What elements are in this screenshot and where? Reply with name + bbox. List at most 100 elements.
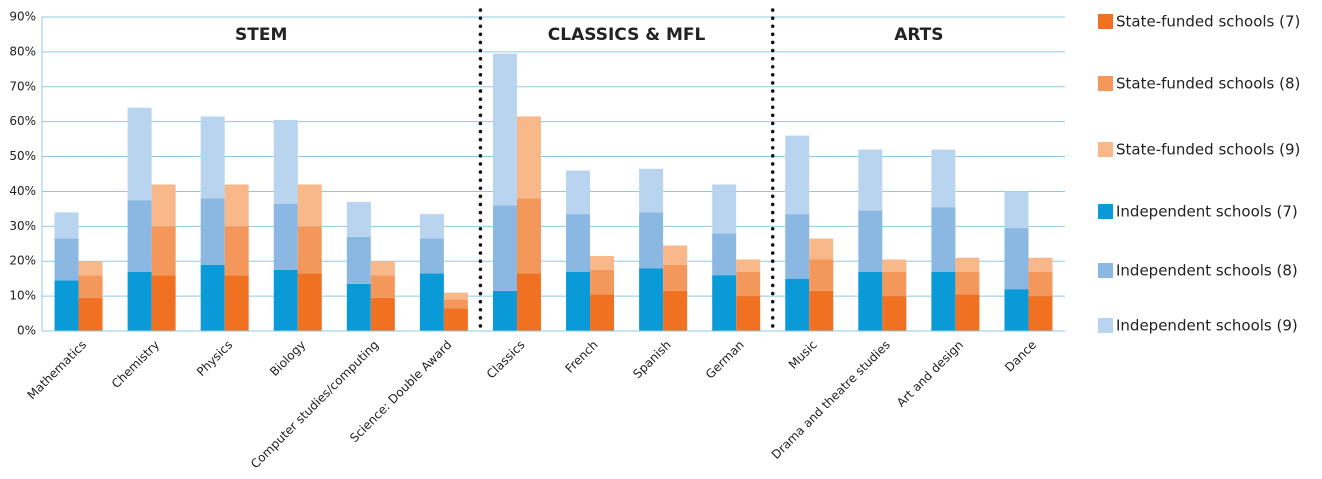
bar-segment	[955, 257, 980, 272]
bar-segment	[78, 297, 103, 331]
bar-segment	[346, 236, 371, 284]
bar-segment	[516, 198, 541, 274]
bar-segment	[590, 269, 615, 295]
bar-segment	[712, 275, 737, 331]
bar-segment	[1028, 271, 1053, 297]
bar-segment	[297, 273, 322, 331]
legend-swatch	[1098, 76, 1113, 91]
y-tick-label: 40%	[9, 184, 36, 198]
bar-segment	[127, 271, 152, 331]
y-tick-label: 80%	[9, 44, 36, 58]
y-tick-label: 70%	[9, 79, 36, 93]
bar-segment	[882, 296, 907, 331]
legend-swatch	[1098, 263, 1113, 278]
bar-segment	[931, 149, 956, 208]
bar-segment	[443, 308, 468, 331]
bar-segment	[882, 271, 907, 297]
bar-segment	[370, 261, 395, 276]
x-tick-label: Computer studies/computing	[248, 338, 381, 471]
bar-segment	[955, 271, 980, 295]
bar-segment	[1004, 228, 1029, 290]
x-tick-label: Physics	[194, 338, 235, 379]
bar-segment	[809, 259, 834, 291]
bar-segment	[882, 259, 907, 272]
bar-segment	[639, 268, 664, 331]
y-tick-label: 0%	[17, 324, 36, 338]
bar-segment	[224, 275, 249, 331]
legend-swatch	[1098, 318, 1113, 333]
bar-segment	[297, 226, 322, 274]
bar-segment	[566, 170, 591, 215]
y-tick-label: 20%	[9, 254, 36, 268]
legend-label: Independent schools (8)	[1116, 262, 1298, 280]
bar-segment	[785, 278, 810, 331]
bar-segment	[663, 264, 688, 291]
bar-segment	[224, 184, 249, 227]
bar-segment	[54, 280, 79, 331]
bar-segment	[419, 238, 444, 274]
legend-label: Independent schools (7)	[1116, 203, 1298, 221]
x-tick-label: Spanish	[630, 338, 673, 381]
legend-swatch	[1098, 14, 1113, 29]
bar-segment	[78, 261, 103, 276]
legend-label: Independent schools (9)	[1116, 317, 1298, 335]
bar-segment	[54, 238, 79, 281]
bar-segment	[54, 212, 79, 239]
bar-segment	[516, 116, 541, 199]
y-tick-label: 90%	[9, 10, 36, 24]
bar-segment	[200, 116, 225, 199]
bar-segment	[639, 168, 664, 213]
section-label: ARTS	[894, 25, 943, 45]
bar-segment	[492, 290, 517, 331]
bar-segment	[590, 294, 615, 331]
bar-segment	[492, 205, 517, 291]
x-tick-label: Art and design	[894, 338, 966, 410]
bar-segment	[858, 271, 883, 331]
bar-segment	[736, 271, 761, 297]
x-tick-label: Chemistry	[109, 338, 162, 391]
x-tick-label: Classics	[484, 338, 528, 382]
bar-segment	[127, 200, 152, 272]
legend-label: State-funded schools (9)	[1116, 141, 1300, 159]
bar-segment	[712, 184, 737, 234]
x-tick-label: Mathematics	[25, 338, 90, 403]
bar-segment	[443, 299, 468, 309]
bar-segment	[712, 233, 737, 276]
bar-segment	[736, 296, 761, 331]
section-label: CLASSICS & MFL	[548, 25, 706, 45]
bar-segment	[663, 245, 688, 265]
bar-segment	[346, 283, 371, 331]
legend-label: State-funded schools (7)	[1116, 13, 1300, 31]
x-tick-label: Biology	[267, 338, 308, 379]
bar-segment	[809, 238, 834, 260]
x-tick-label: Dance	[1002, 338, 1039, 375]
y-tick-label: 60%	[9, 114, 36, 128]
bar-segment	[151, 184, 176, 227]
x-tick-label: Drama and theatre studies	[769, 338, 893, 462]
y-tick-label: 30%	[9, 219, 36, 233]
bar-segment	[663, 290, 688, 331]
x-tick-label: French	[563, 338, 601, 376]
bar-segment	[1004, 289, 1029, 331]
bar-segment	[566, 214, 591, 272]
bar-segment	[516, 273, 541, 331]
bar-segment	[785, 214, 810, 279]
bar-segment	[370, 297, 395, 331]
bar-segment	[639, 212, 664, 269]
bar-segment	[200, 198, 225, 265]
bar-segment	[273, 269, 298, 331]
bar-segment	[492, 53, 517, 206]
x-tick-label: Music	[786, 338, 820, 372]
bar-segment	[1028, 257, 1053, 272]
y-tick-label: 50%	[9, 149, 36, 163]
bar-segment	[78, 275, 103, 298]
bar-segment	[1028, 296, 1053, 331]
bar-segment	[1004, 191, 1029, 229]
bar-segment	[273, 203, 298, 270]
bar-segment	[590, 255, 615, 270]
bar-segment	[443, 292, 468, 300]
bar-segment	[955, 294, 980, 331]
legend-swatch	[1098, 142, 1113, 157]
